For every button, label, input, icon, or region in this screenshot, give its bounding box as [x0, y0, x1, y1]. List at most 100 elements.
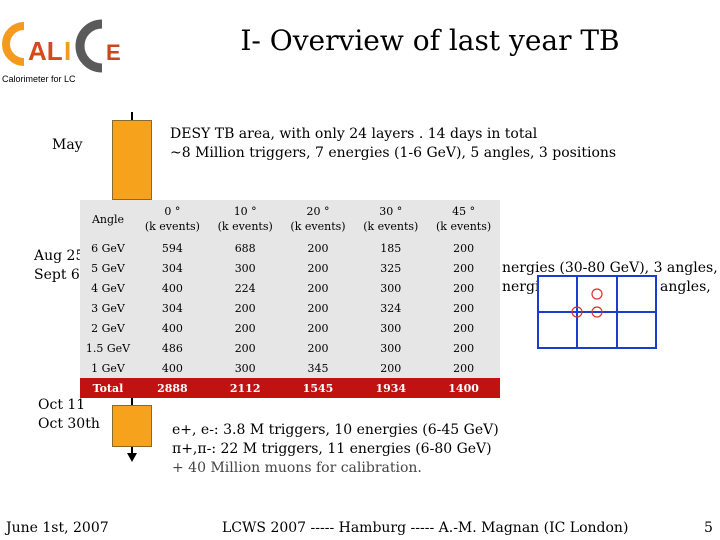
oct-info-line3: + 40 Million muons for calibration.: [172, 460, 422, 476]
total-value-cell: 2888: [136, 378, 209, 398]
value-cell: 200: [281, 338, 355, 358]
column-unit: (k events): [290, 220, 346, 233]
oct-info-line2: π+,π-: 22 M triggers, 11 energies (6-80 …: [172, 441, 492, 457]
table-header-row: Angle 0 ° (k events) 10 ° (k events) 20 ° (k e…: [80, 200, 500, 238]
value-cell: 200: [427, 238, 500, 258]
energy-cell: 1.5 GeV: [80, 338, 136, 358]
value-cell: 200: [281, 278, 355, 298]
desy-info-line1: DESY TB area, with only 24 layers . 14 d…: [170, 126, 538, 142]
column-unit: (k events): [217, 220, 273, 233]
angle-header: Angle: [80, 200, 136, 238]
value-cell: 200: [281, 258, 355, 278]
timeline-arrow-icon: [127, 453, 137, 462]
value-cell: 200: [427, 258, 500, 278]
table-row: 5 GeV 304 300 200 325 200: [80, 258, 500, 278]
cern-aug-info-line3: angles,: [660, 279, 711, 295]
column-angle: 20 °: [306, 205, 330, 218]
column-header: 10 ° (k events): [208, 200, 282, 238]
column-unit: (k events): [436, 220, 492, 233]
cern-aug-info-line1: nergies (30-80 GeV), 3 angles,: [502, 260, 718, 276]
value-cell: 300: [354, 318, 428, 338]
position-grid-diagram: [537, 275, 657, 349]
total-value-cell: 1934: [354, 378, 428, 398]
label-may: May: [52, 137, 83, 153]
cern-aug-info-line2: nergi: [502, 279, 540, 295]
column-angle: 45 °: [452, 205, 476, 218]
value-cell: 594: [136, 238, 209, 258]
calice-logo: AL I E Calorimeter for LC: [2, 18, 132, 84]
value-cell: 200: [427, 278, 500, 298]
table-total-row: Total 2888 2112 1545 1934 1400: [80, 378, 500, 398]
value-cell: 345: [281, 358, 355, 378]
svg-text:I: I: [64, 36, 71, 66]
total-label: Total: [80, 378, 136, 398]
table-row: 2 GeV 400 200 200 300 200: [80, 318, 500, 338]
total-value-cell: 1400: [427, 378, 500, 398]
table-row: 6 GeV 594 688 200 185 200: [80, 238, 500, 258]
value-cell: 688: [208, 238, 282, 258]
energy-cell: 1 GeV: [80, 358, 136, 378]
column-angle: 0 °: [164, 205, 181, 218]
column-header: 45 ° (k events): [427, 200, 500, 238]
value-cell: 300: [354, 338, 428, 358]
value-cell: 200: [208, 298, 282, 318]
value-cell: 486: [136, 338, 209, 358]
energy-cell: 2 GeV: [80, 318, 136, 338]
table-row: 3 GeV 304 200 200 324 200: [80, 298, 500, 318]
footer-date: June 1st, 2007: [6, 520, 109, 536]
label-sept: Sept 6th: [34, 267, 95, 283]
footer-center: LCWS 2007 ----- Hamburg ----- A.-M. Magn…: [222, 520, 629, 536]
value-cell: 200: [427, 338, 500, 358]
total-value-cell: 2112: [208, 378, 282, 398]
value-cell: 324: [354, 298, 428, 318]
svg-text:E: E: [106, 40, 121, 65]
value-cell: 325: [354, 258, 428, 278]
value-cell: 200: [354, 358, 428, 378]
column-unit: (k events): [144, 220, 200, 233]
footer-page-number: 5: [704, 520, 713, 536]
value-cell: 200: [427, 358, 500, 378]
value-cell: 400: [136, 358, 209, 378]
value-cell: 185: [354, 238, 428, 258]
table-row: 1.5 GeV 486 200 200 300 200: [80, 338, 500, 358]
column-header: 0 ° (k events): [136, 200, 209, 238]
svg-text:AL: AL: [28, 36, 63, 66]
value-cell: 200: [281, 318, 355, 338]
value-cell: 224: [208, 278, 282, 298]
logo-subtitle: Calorimeter for LC: [2, 74, 76, 84]
energy-cell: 4 GeV: [80, 278, 136, 298]
value-cell: 200: [427, 298, 500, 318]
value-cell: 300: [354, 278, 428, 298]
value-cell: 200: [281, 238, 355, 258]
oct-info-line1: e+, e-: 3.8 M triggers, 10 energies (6-4…: [172, 422, 499, 438]
label-oct-start: Oct 11: [38, 397, 86, 413]
value-cell: 304: [136, 258, 209, 278]
value-cell: 200: [208, 338, 282, 358]
desy-period-box: [112, 120, 152, 200]
column-angle: 30 °: [379, 205, 403, 218]
column-unit: (k events): [363, 220, 419, 233]
energy-cell: 3 GeV: [80, 298, 136, 318]
energy-cell: 6 GeV: [80, 238, 136, 258]
energy-cell: 5 GeV: [80, 258, 136, 278]
value-cell: 300: [208, 358, 282, 378]
column-header: 20 ° (k events): [281, 200, 355, 238]
total-value-cell: 1545: [281, 378, 355, 398]
column-angle: 10 °: [233, 205, 257, 218]
value-cell: 200: [281, 298, 355, 318]
table-row: 4 GeV 400 224 200 300 200: [80, 278, 500, 298]
slide-title: I- Overview of last year TB: [240, 24, 620, 57]
value-cell: 300: [208, 258, 282, 278]
column-header: 30 ° (k events): [354, 200, 428, 238]
value-cell: 400: [136, 318, 209, 338]
value-cell: 200: [208, 318, 282, 338]
table-row: 1 GeV 400 300 345 200 200: [80, 358, 500, 378]
label-aug: Aug 25: [34, 248, 85, 264]
events-table: Angle 0 ° (k events) 10 ° (k events) 20 ° (k e…: [80, 200, 500, 398]
cern-oct-period-box: [112, 405, 152, 447]
value-cell: 400: [136, 278, 209, 298]
value-cell: 304: [136, 298, 209, 318]
desy-info-line2: ~8 Million triggers, 7 energies (1-6 GeV…: [170, 145, 617, 161]
label-oct-end: Oct 30th: [38, 416, 100, 432]
value-cell: 200: [427, 318, 500, 338]
